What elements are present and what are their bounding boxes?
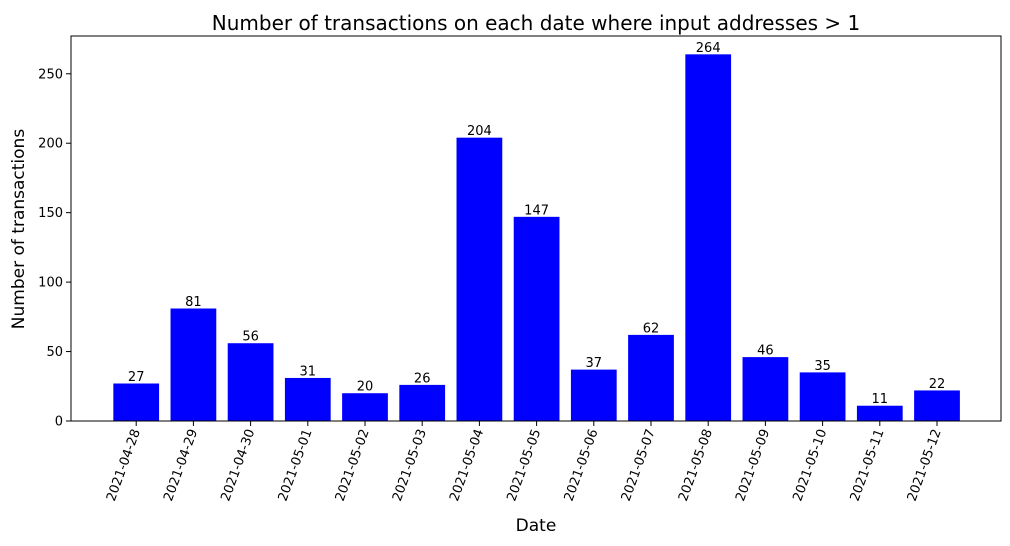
data-label-2021-04-30: 56 [242,330,259,345]
data-label-2021-05-07: 62 [643,321,660,336]
x-tick-label-2021-05-06: 2021-05-06 [562,427,602,503]
data-label-2021-05-04: 204 [467,124,492,139]
data-label-2021-05-05: 147 [524,203,549,218]
bar-2021-04-28 [113,383,160,421]
data-label-2021-04-29: 81 [185,295,202,310]
y-axis-label: Number of transactions [9,129,29,330]
bar-2021-04-30 [227,343,274,421]
y-axis: 0 50 100 150 200 250 [38,67,71,430]
x-tick-label-2021-05-11: 2021-05-11 [848,427,888,503]
bar-2021-05-08 [685,54,732,421]
x-tick-label-2021-05-01: 2021-05-01 [276,427,316,503]
y-tick-label: 150 [38,206,63,221]
data-label-2021-05-09: 46 [757,344,774,359]
x-axis-label: Date [516,516,557,536]
bar-2021-05-03 [399,384,446,421]
x-tick-label-2021-05-05: 2021-05-05 [504,427,544,503]
data-label-2021-05-02: 20 [357,380,374,395]
bar-2021-05-07 [628,334,674,421]
data-label-2021-05-06: 37 [586,356,603,371]
x-tick-label-2021-05-09: 2021-05-09 [733,427,773,503]
y-tick-label: 50 [46,345,63,360]
data-label-2021-05-12: 22 [929,377,946,392]
bar-2021-04-29 [170,308,217,421]
bar-2021-05-05 [513,216,560,421]
bar-2021-05-01 [284,377,331,421]
data-label-2021-05-11: 11 [872,392,889,407]
x-tick-label-2021-05-08: 2021-05-08 [676,427,716,503]
data-label-2021-05-03: 26 [414,371,431,386]
y-tick-label: 100 [38,276,63,291]
data-labels-group: 27 81 56 31 20 26 204 147 37 62 264 46 35 11 22 [128,41,945,407]
data-label-2021-05-01: 31 [300,364,317,379]
x-tick-label-2021-04-30: 2021-04-30 [218,427,258,503]
data-label-2021-05-10: 35 [814,359,831,374]
x-tick-label-2021-04-28: 2021-04-28 [104,427,144,503]
x-tick-label-2021-05-03: 2021-05-03 [390,427,430,503]
y-tick-label: 200 [38,137,63,152]
x-tick-label-2021-05-07: 2021-05-07 [619,427,659,503]
bar-2021-05-04 [456,137,503,421]
bar-2021-05-06 [570,369,617,421]
plot-frame [70,35,1002,422]
x-tick-label-2021-05-12: 2021-05-12 [905,427,945,503]
x-tick-label-2021-04-29: 2021-04-29 [161,427,201,503]
x-axis: 2021-04-28 2021-04-29 2021-04-30 2021-05-01… [104,421,945,503]
bars-group [113,54,960,421]
x-tick-label-2021-05-10: 2021-05-10 [790,427,830,503]
data-label-2021-05-08: 264 [696,41,721,56]
bar-2021-05-09 [742,357,789,421]
bar-2021-05-12 [914,390,960,421]
x-tick-label-2021-05-02: 2021-05-02 [333,427,373,503]
bar-2021-05-02 [342,393,388,421]
y-tick-label: 0 [55,415,63,430]
bar-2021-05-10 [799,372,846,421]
data-label-2021-04-28: 27 [128,370,145,385]
bar-2021-05-11 [856,405,903,421]
chart-title: Number of transactions on each date wher… [212,11,861,35]
x-tick-label-2021-05-04: 2021-05-04 [447,427,487,503]
y-tick-label: 250 [38,67,63,82]
